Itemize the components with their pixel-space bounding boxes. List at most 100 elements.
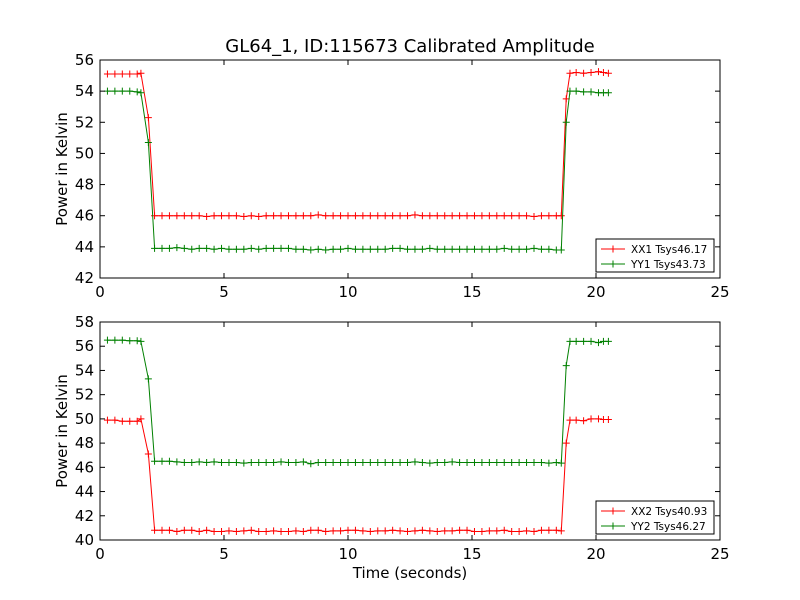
bottom-panel-data-point: [463, 458, 471, 466]
top-panel-data-point: [587, 68, 595, 76]
top-panel-y-tick-label: 42: [75, 269, 94, 287]
bottom-panel-data-point: [203, 458, 211, 466]
bottom-panel-data-point: [158, 457, 166, 465]
bottom-panel-data-point: [374, 527, 382, 535]
bottom-panel-data-point: [210, 458, 218, 466]
top-panel: 0 5 10 15 20 25 42 44 46 48 50 52 54 56 Power in Kelv…: [53, 51, 730, 301]
bottom-panel-data-point: [418, 526, 426, 534]
bottom-panel-data-point: [262, 528, 270, 536]
top-panel-data-point: [478, 212, 486, 220]
top-panel-data-point: [404, 212, 412, 220]
top-panel-data-point: [545, 212, 553, 220]
bottom-panel-data-point: [322, 458, 330, 466]
bottom-panel-data-point: [389, 526, 397, 534]
top-panel-data-point: [144, 114, 152, 122]
bottom-panel-data-point: [411, 458, 419, 466]
bottom-panel-data-point: [508, 458, 516, 466]
top-panel-data-point: [247, 244, 255, 252]
top-panel-data-point: [210, 245, 218, 253]
top-panel-data-point: [411, 211, 419, 219]
top-panel-data-point: [426, 212, 434, 220]
top-panel-data-point: [566, 87, 574, 95]
bottom-panel-data-point: [247, 526, 255, 534]
top-panel-data-point: [307, 246, 315, 254]
top-panel-data-point: [508, 212, 516, 220]
bottom-panel-y-tick-label: 42: [75, 507, 94, 525]
top-panel-data-point: [151, 244, 159, 252]
top-panel-data-point: [441, 245, 449, 253]
top-panel-data-point: [537, 212, 545, 220]
bottom-panel-data-point: [426, 527, 434, 535]
bottom-panel-data-point: [344, 458, 352, 466]
top-panel-data-point: [381, 212, 389, 220]
bottom-panel-data-point: [366, 458, 374, 466]
top-panel-data-point: [485, 245, 493, 253]
bottom-panel-data-point: [478, 458, 486, 466]
bottom-panel-data-point: [299, 458, 307, 466]
top-panel-data-point: [351, 212, 359, 220]
top-panel-data-point: [173, 212, 181, 220]
top-panel-data-point: [158, 244, 166, 252]
bottom-panel-data-point: [137, 337, 145, 345]
top-panel-data-point: [180, 244, 188, 252]
top-panel-legend-label: YY1 Tsys43.73: [630, 259, 706, 271]
bottom-panel-data-point: [151, 526, 159, 534]
top-panel-y-tick-label: 48: [75, 176, 94, 194]
top-panel-data-point: [232, 212, 240, 220]
top-panel-data-point: [599, 68, 607, 76]
top-panel-legend: XX1 Tsys46.17 YY1 Tsys43.73: [595, 238, 715, 273]
top-panel-data-point: [329, 245, 337, 253]
bottom-panel-data-point: [537, 526, 545, 534]
top-panel-legend-box: [595, 238, 715, 273]
top-panel-y-tick-label: 44: [75, 238, 94, 256]
bottom-panel-data-point: [144, 450, 152, 458]
bottom-panel-x-tick-label: 20: [586, 545, 605, 563]
top-panel-data-point: [557, 212, 565, 220]
top-panel-data-point: [500, 212, 508, 220]
bottom-panel-data-point: [463, 526, 471, 534]
top-panel-data-point: [389, 244, 397, 252]
bottom-panel-data-point: [337, 458, 345, 466]
top-panel-data-point: [307, 212, 315, 220]
bottom-panel-data-point: [337, 527, 345, 535]
bottom-panel-data-point: [329, 527, 337, 535]
bottom-panel-data-point: [366, 528, 374, 536]
top-panel-data-point: [270, 244, 278, 252]
bottom-panel-data-point: [557, 459, 565, 467]
bottom-panel-data-point: [411, 527, 419, 535]
bottom-panel-data-point: [103, 336, 111, 344]
bottom-panel-data-point: [566, 337, 574, 345]
top-panel-data-point: [374, 212, 382, 220]
bottom-panel-data-point: [566, 416, 574, 424]
bottom-panel-data-point: [530, 458, 538, 466]
top-panel-data-point: [500, 244, 508, 252]
top-panel-data-point: [448, 245, 456, 253]
bottom-panel-data-point: [418, 458, 426, 466]
bottom-panel-data-point: [240, 527, 248, 535]
top-panel-data-point: [262, 244, 270, 252]
bottom-panel-data-point: [277, 458, 285, 466]
bottom-panel-data-point: [572, 337, 580, 345]
top-panel-legend-label: XX1 Tsys46.17: [631, 244, 707, 256]
bottom-panel-data-point: [508, 528, 516, 536]
bottom-panel-data-point: [433, 458, 441, 466]
bottom-panel-data-point: [478, 528, 486, 536]
bottom-panel-y-tick-label: 56: [75, 337, 94, 355]
top-panel-data-point: [493, 212, 501, 220]
bottom-panel-data-point: [270, 458, 278, 466]
bottom-panel-data-point: [515, 458, 523, 466]
top-panel-series: [103, 68, 612, 254]
bottom-panel-data-point: [396, 527, 404, 535]
top-panel-data-point: [523, 245, 531, 253]
bottom-panel-x-tick-label: 15: [462, 545, 481, 563]
x-axis-label: Time (seconds): [352, 564, 468, 582]
top-panel-data-point: [508, 245, 516, 253]
top-panel-data-point: [337, 212, 345, 220]
top-panel-legend-marker: [609, 245, 617, 253]
chart-title: GL64_1, ID:115673 Calibrated Amplitude: [225, 36, 594, 57]
bottom-panel-ticks: 0 5 10 15 20 25 40 42 44 46 48 50 52 54 56 58: [75, 313, 730, 563]
bottom-panel-data-point: [173, 458, 181, 466]
bottom-panel-data-point: [188, 458, 196, 466]
bottom-panel-data-point: [545, 459, 553, 467]
